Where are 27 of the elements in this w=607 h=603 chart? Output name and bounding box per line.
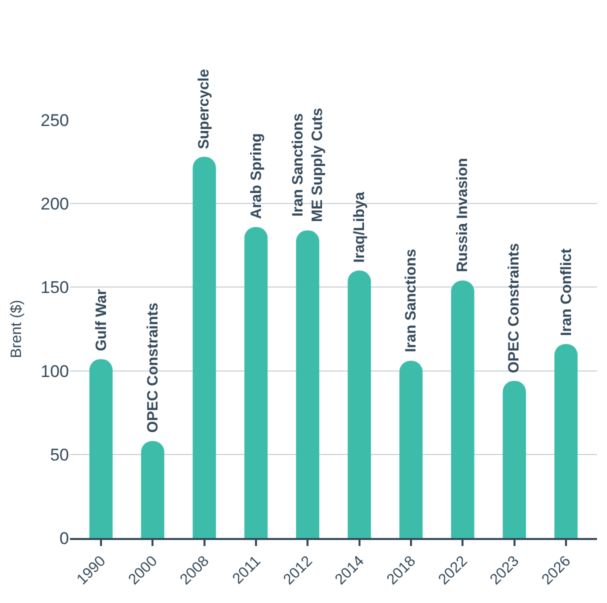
- annotation: Iran Conflict: [558, 248, 575, 336]
- bar: [296, 230, 320, 538]
- bar: [451, 280, 474, 538]
- annotation: Arab Spring: [248, 133, 265, 220]
- bar: [192, 156, 216, 538]
- y-tick-label: 50: [50, 445, 69, 464]
- annotation: Supercycle: [196, 69, 213, 150]
- y-tick-label: 250: [40, 110, 69, 130]
- bar: [244, 227, 268, 538]
- bar: [554, 344, 578, 538]
- bar: [502, 380, 526, 538]
- annotation: Russia Invasion: [454, 158, 472, 272]
- annotation: Iraq/Libya: [350, 191, 368, 263]
- bar: [399, 360, 423, 538]
- annotation: OPEC Constraints: [506, 243, 522, 374]
- annotation: OPEC Constraints: [144, 302, 162, 433]
- y-tick-label: 150: [40, 278, 69, 298]
- annotation: Iran Sanctions: [402, 248, 420, 352]
- bar: [89, 359, 113, 538]
- bar: [348, 270, 371, 538]
- y-tick-label: 100: [40, 362, 69, 381]
- annotation: Gulf War: [92, 288, 110, 352]
- y-tick-label: 200: [40, 194, 69, 214]
- y-tick-label: 0: [60, 528, 69, 548]
- annotation: Iran Sanctions ME Supply Cuts: [289, 108, 326, 222]
- y-axis-title: Brent ($): [8, 300, 25, 358]
- bar: [141, 441, 164, 538]
